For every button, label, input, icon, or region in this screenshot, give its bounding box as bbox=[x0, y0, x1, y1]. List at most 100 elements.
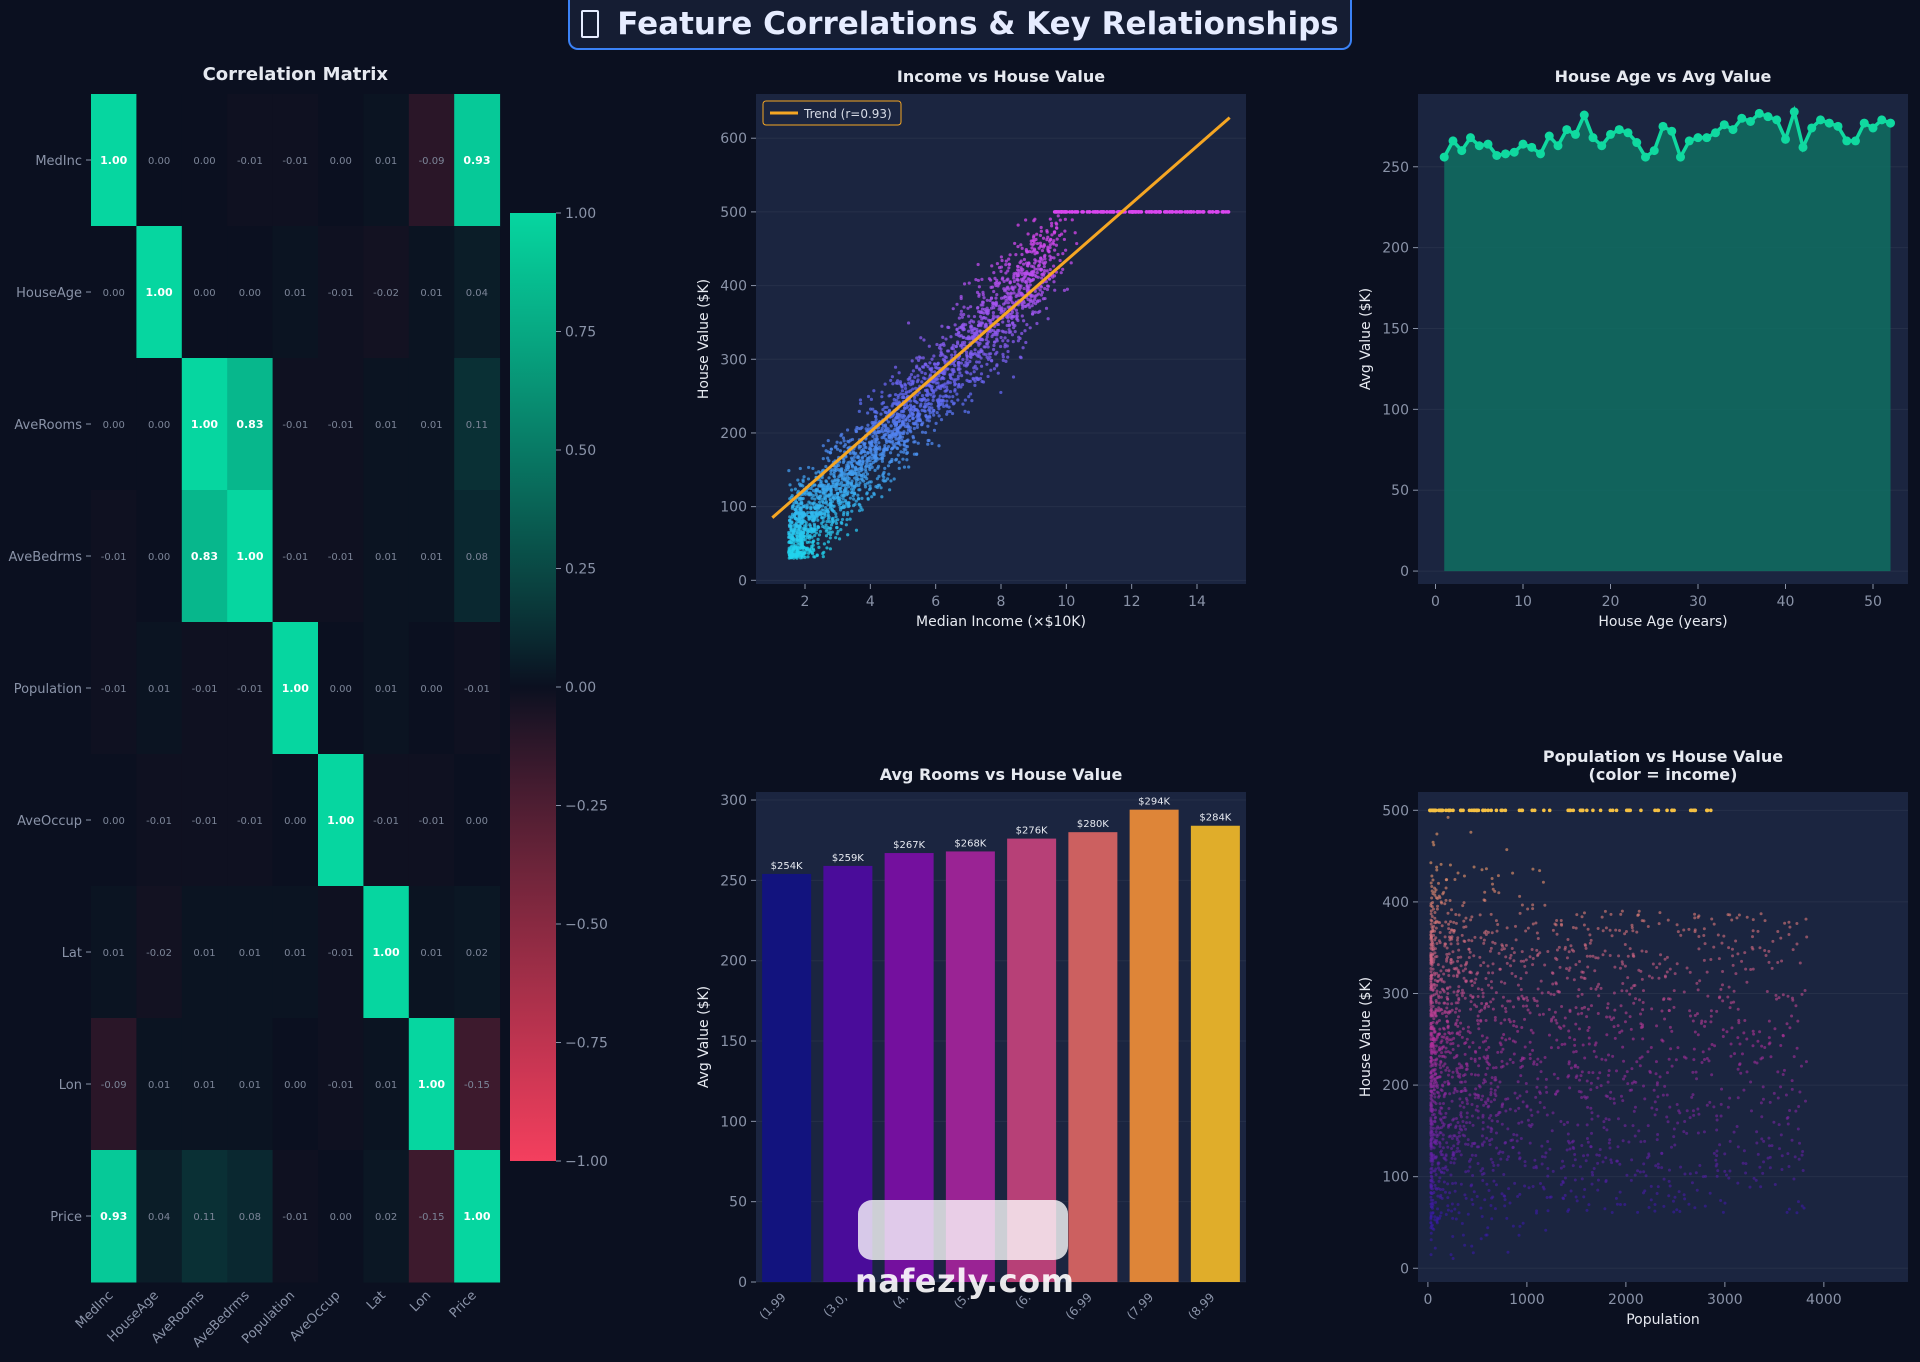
heatmap-cell-label: 0.01 bbox=[420, 420, 442, 431]
income-scatter-point bbox=[1007, 257, 1011, 261]
population-scatter-point bbox=[1472, 865, 1476, 869]
income-scatter-point bbox=[1022, 319, 1026, 323]
population-scatter-point bbox=[1594, 1055, 1598, 1059]
population-scatter-point bbox=[1535, 931, 1539, 935]
population-scatter-point bbox=[1604, 926, 1608, 930]
population-scatter-point bbox=[1476, 1073, 1480, 1077]
population-scatter-point bbox=[1520, 994, 1524, 998]
income-scatter-point bbox=[1025, 323, 1029, 327]
income-scatter-point bbox=[801, 478, 805, 482]
population-scatter-point bbox=[1701, 1050, 1705, 1054]
population-scatter-point bbox=[1647, 1154, 1651, 1158]
income-scatter-point bbox=[834, 512, 838, 516]
income-scatter-point bbox=[968, 359, 972, 364]
population-scatter-ytick-label: 300 bbox=[1382, 986, 1409, 1002]
income-scatter-point bbox=[995, 331, 999, 335]
income-scatter-point bbox=[812, 527, 817, 532]
income-scatter-point bbox=[1016, 273, 1021, 278]
income-scatter-point bbox=[1102, 210, 1106, 214]
income-scatter-point bbox=[795, 550, 799, 554]
population-scatter-point bbox=[1781, 993, 1785, 997]
heatmap-cell bbox=[454, 490, 501, 623]
income-scatter-point bbox=[884, 437, 888, 441]
income-scatter-point bbox=[931, 380, 935, 384]
income-scatter-point bbox=[917, 418, 921, 422]
population-scatter-point bbox=[1599, 986, 1603, 990]
population-scatter-point bbox=[1435, 865, 1439, 869]
population-scatter-point bbox=[1643, 1097, 1647, 1101]
heatmap-cell bbox=[454, 226, 501, 359]
population-scatter-point bbox=[1489, 980, 1493, 984]
population-scatter-point bbox=[1695, 1188, 1699, 1192]
income-scatter-point bbox=[1056, 214, 1060, 218]
population-scatter-point bbox=[1784, 1093, 1788, 1097]
income-scatter-point bbox=[944, 394, 948, 398]
population-scatter-point bbox=[1469, 1007, 1473, 1011]
population-scatter-point bbox=[1434, 998, 1438, 1002]
population-scatter-point bbox=[1462, 901, 1466, 905]
income-scatter-point bbox=[1016, 223, 1020, 227]
income-scatter-point bbox=[988, 319, 992, 323]
heatmap-cell-label: -0.01 bbox=[328, 948, 354, 959]
income-scatter-point bbox=[989, 296, 994, 300]
income-scatter-point bbox=[1007, 266, 1011, 270]
population-scatter-point bbox=[1474, 977, 1478, 981]
age-point bbox=[1702, 133, 1712, 143]
population-scatter-point bbox=[1453, 1207, 1457, 1211]
income-scatter-point bbox=[909, 379, 914, 383]
population-scatter-point bbox=[1523, 1164, 1527, 1168]
income-scatter-point bbox=[824, 488, 829, 492]
population-scatter-point bbox=[1669, 1145, 1673, 1149]
income-scatter-point bbox=[800, 518, 804, 522]
income-scatter-point bbox=[1014, 294, 1018, 299]
income-scatter-point bbox=[1046, 245, 1050, 249]
population-scatter-point bbox=[1618, 1030, 1622, 1034]
population-scatter-point bbox=[1632, 1001, 1636, 1005]
age-point bbox=[1439, 152, 1449, 162]
population-scatter-point bbox=[1538, 869, 1542, 873]
age-point bbox=[1684, 136, 1694, 146]
population-scatter-point bbox=[1445, 952, 1449, 956]
rooms-bar-value-label: $259K bbox=[832, 853, 864, 864]
population-scatter-point bbox=[1588, 933, 1592, 937]
income-scatter-point bbox=[1061, 252, 1065, 256]
population-scatter-point bbox=[1687, 927, 1691, 931]
income-scatter-point bbox=[824, 464, 828, 469]
population-scatter-point bbox=[1634, 1080, 1638, 1084]
income-scatter-point bbox=[986, 374, 990, 379]
income-scatter-point bbox=[792, 513, 796, 518]
population-scatter-point bbox=[1517, 1106, 1521, 1110]
income-scatter-point bbox=[893, 365, 898, 369]
heatmap-cell-label: 0.01 bbox=[375, 1080, 397, 1091]
population-scatter-point bbox=[1567, 950, 1571, 954]
population-scatter-point bbox=[1500, 1105, 1504, 1109]
population-scatter-point bbox=[1535, 1085, 1539, 1089]
population-scatter-point bbox=[1491, 1007, 1495, 1011]
income-scatter-point bbox=[897, 371, 901, 375]
population-scatter-point bbox=[1621, 1045, 1625, 1049]
income-scatter-point bbox=[1027, 302, 1031, 307]
income-scatter-point bbox=[965, 357, 969, 361]
population-scatter-point bbox=[1456, 1142, 1460, 1146]
income-scatter-point bbox=[808, 548, 812, 553]
population-scatter-point bbox=[1476, 987, 1480, 991]
population-scatter-point bbox=[1591, 954, 1595, 958]
income-scatter-point bbox=[896, 429, 900, 433]
income-scatter-point bbox=[1005, 344, 1009, 348]
population-scatter-point bbox=[1444, 1213, 1448, 1217]
heatmap-cell bbox=[408, 226, 455, 359]
income-scatter-point bbox=[811, 466, 815, 471]
income-scatter-point bbox=[846, 533, 850, 537]
population-scatter-point bbox=[1496, 1085, 1500, 1089]
income-scatter-point bbox=[870, 453, 874, 457]
population-scatter-point bbox=[1636, 913, 1640, 917]
income-scatter-point bbox=[824, 508, 829, 513]
population-scatter-point bbox=[1431, 1063, 1435, 1067]
income-scatter-point bbox=[797, 541, 802, 545]
population-scatter-ytick-label: 400 bbox=[1382, 895, 1409, 911]
rooms-bar-rect bbox=[1190, 825, 1240, 1282]
heatmap-cell-label: -0.01 bbox=[282, 1212, 308, 1223]
rooms-bar-value-label: $267K bbox=[893, 840, 925, 851]
income-scatter-point bbox=[981, 293, 985, 297]
population-scatter-point bbox=[1501, 1150, 1505, 1154]
